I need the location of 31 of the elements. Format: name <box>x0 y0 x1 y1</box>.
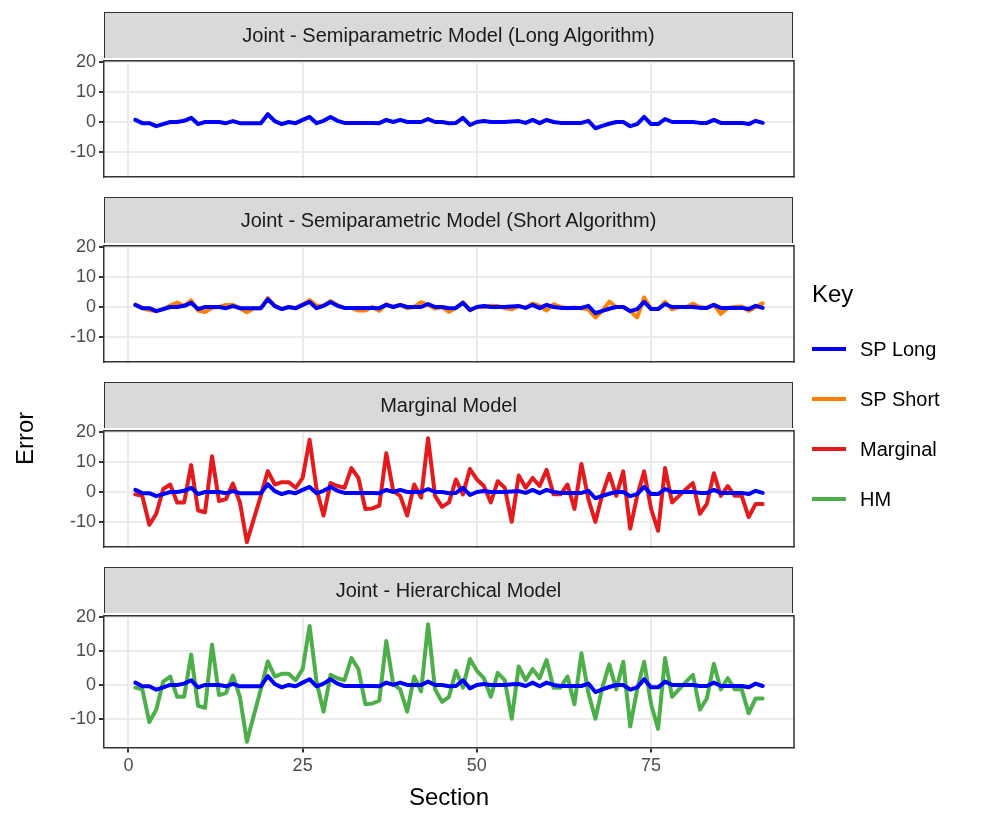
y-tick-label: 0 <box>85 480 96 501</box>
y-tick-label: 0 <box>85 110 96 131</box>
y-tick-label: 20 <box>75 236 96 257</box>
y-tick-label: 10 <box>75 81 96 102</box>
legend-label: Marginal <box>860 437 937 461</box>
legend-title: Key <box>812 280 855 308</box>
y-tick-label: 10 <box>75 266 96 287</box>
legend-label: HM <box>860 487 892 511</box>
x-tick-label: 25 <box>292 755 313 776</box>
x-tick-label: 50 <box>466 755 487 776</box>
y-tick-label: 20 <box>75 421 96 442</box>
y-tick-label: 10 <box>75 640 96 661</box>
y-tick-label: 0 <box>85 295 96 316</box>
y-tick-label: 20 <box>75 51 96 72</box>
legend-label: SP Long <box>860 337 937 361</box>
chart-title: Joint - Hierarchical Model <box>104 567 793 613</box>
y-tick-label: -10 <box>69 707 96 728</box>
chart-title: Joint - Semiparametric Model (Short Algorithm) <box>104 197 793 243</box>
y-tick-label: -10 <box>69 510 96 531</box>
y-tick-label: -10 <box>69 140 96 161</box>
y-tick-label: -10 <box>69 325 96 346</box>
chart-title: Marginal Model <box>104 382 793 428</box>
y-axis-title: Error <box>11 411 39 465</box>
y-tick-label: 20 <box>75 606 96 627</box>
chart-title: Joint - Semiparametric Model (Long Algorithm) <box>104 12 793 58</box>
legend-label: SP Short <box>860 387 940 411</box>
x-tick-label: 0 <box>123 755 134 776</box>
y-tick-label: 10 <box>75 451 96 472</box>
x-tick-label: 75 <box>641 755 662 776</box>
y-tick-label: 0 <box>85 673 96 694</box>
x-axis-title: Section <box>407 783 491 811</box>
